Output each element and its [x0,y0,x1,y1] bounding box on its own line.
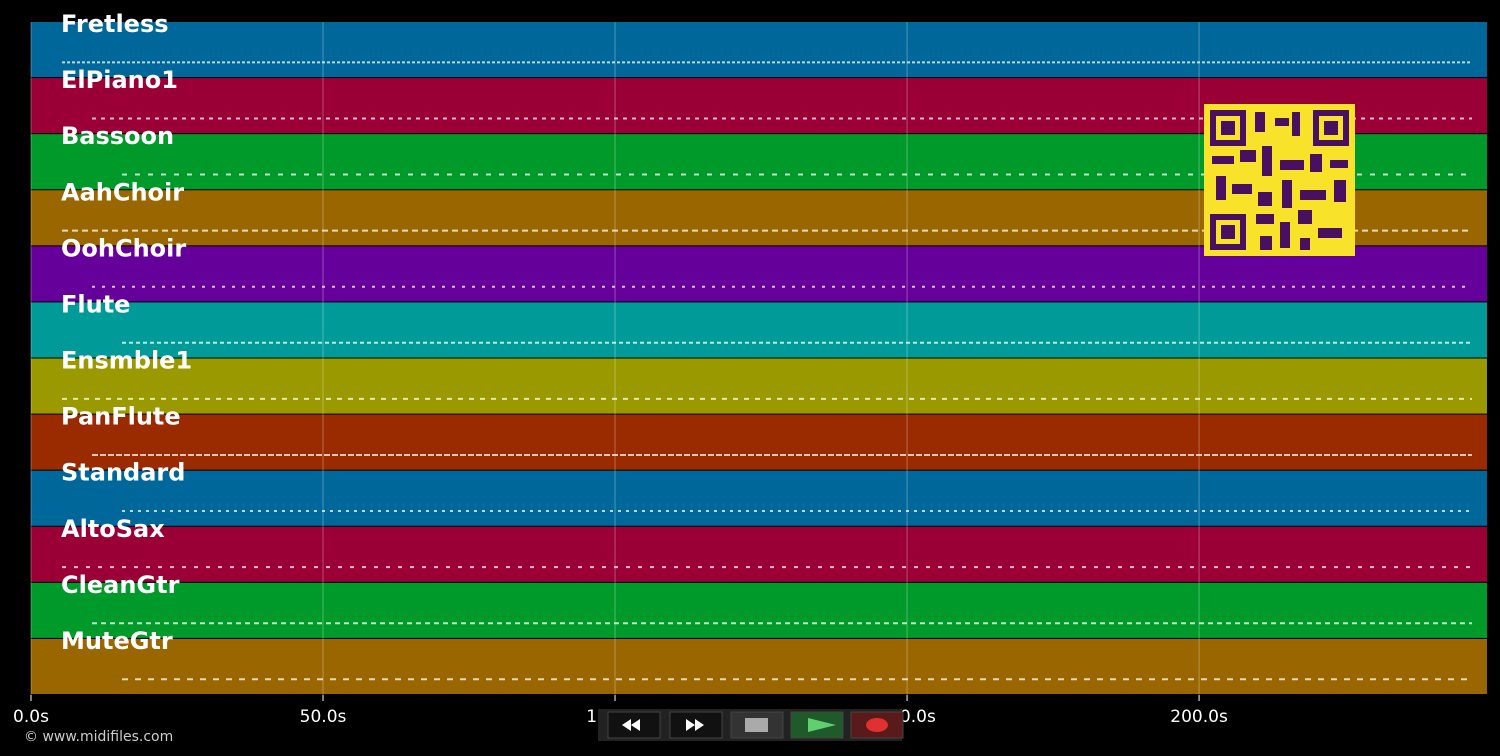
track-label: ElPiano1 [61,66,178,94]
play-button[interactable] [790,711,844,739]
track-lane [31,22,1487,78]
track-lane [31,638,1487,694]
transport-controls [598,709,904,741]
track-label: Bassoon [61,122,174,150]
record-button[interactable] [850,711,904,739]
stop-button[interactable] [730,711,784,739]
track-lane [31,302,1487,358]
x-tick-label: 200.0s [1170,707,1228,727]
grid [30,22,1200,695]
forward-button[interactable] [669,711,723,739]
track-label: OohChoir [61,234,186,262]
track-label: Standard [61,459,185,487]
x-tick-label: 0.0s [13,707,49,727]
rewind-button[interactable] [607,711,661,739]
track-lane [31,526,1487,582]
track-label: AahChoir [61,178,184,206]
x-tick-label: 50.0s [300,707,347,727]
track-label: MuteGtr [61,627,173,655]
qr-code [1204,104,1355,256]
track-lane [31,414,1487,470]
track-label: PanFlute [61,403,181,431]
track-label: CleanGtr [61,571,180,599]
track-label: Flute [61,290,130,318]
track-label: Fretless [61,10,169,38]
track-lane [31,358,1487,414]
track-label: Ensmble1 [61,347,192,375]
track-lane [31,470,1487,526]
track-lane [31,582,1487,638]
track-label: AltoSax [61,515,165,543]
footer: © www.midifiles.com [24,729,173,745]
